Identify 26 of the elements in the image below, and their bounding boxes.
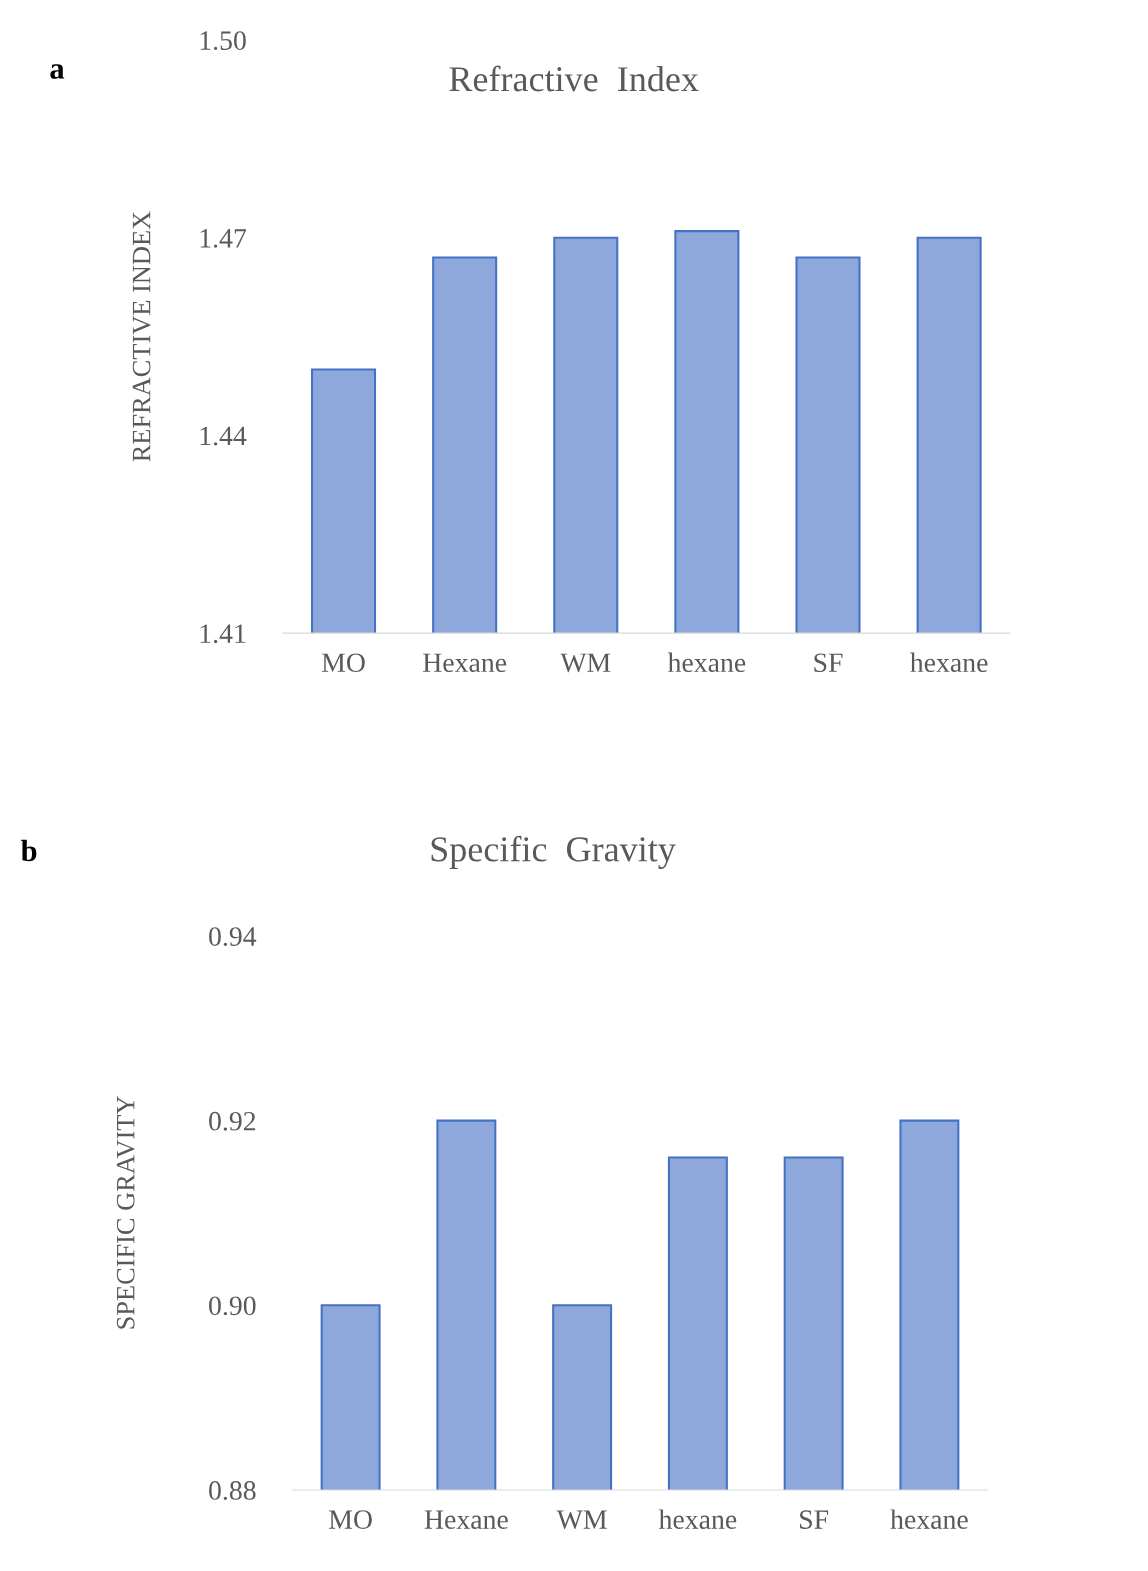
y-axis-title: SPECIFIC GRAVITY bbox=[116, 1096, 135, 1329]
x-tick-label: MO bbox=[321, 653, 365, 673]
x-tick-label: hexane bbox=[658, 1509, 737, 1529]
x-tick-label: Hexane bbox=[423, 653, 507, 673]
chart-title: Specific Gravity bbox=[431, 835, 676, 869]
y-tick-label: 0.90 bbox=[209, 1296, 256, 1316]
y-tick-label: 1.44 bbox=[200, 426, 247, 446]
y-axis-title: REFRACTIVE INDEX bbox=[132, 211, 151, 462]
x-tick-label: SF bbox=[814, 653, 843, 673]
x-tick-label: MO bbox=[329, 1510, 372, 1529]
y-tick-label: 0.88 bbox=[209, 1481, 256, 1500]
x-tick-label: WM bbox=[556, 1510, 607, 1530]
y-tick-label: 0.92 bbox=[209, 1111, 256, 1131]
x-tick-label: hexane bbox=[910, 652, 988, 673]
x-tick-label: hexane bbox=[667, 652, 746, 673]
x-tick-label: hexane bbox=[890, 1509, 968, 1529]
text: b bbox=[21, 839, 37, 862]
y-tick-label: 1.41 bbox=[200, 624, 246, 644]
text: Refractive Index bbox=[449, 65, 699, 92]
x-tick-label: SF bbox=[800, 1510, 829, 1529]
x-tick-label: Hexane bbox=[424, 1510, 508, 1529]
y-tick-label: 1.47 bbox=[200, 229, 247, 248]
y-tick-label: 0.94 bbox=[209, 927, 257, 947]
text: a bbox=[50, 64, 65, 79]
y-tick-label: 1.50 bbox=[200, 31, 246, 51]
x-tick-label: WM bbox=[560, 653, 611, 673]
